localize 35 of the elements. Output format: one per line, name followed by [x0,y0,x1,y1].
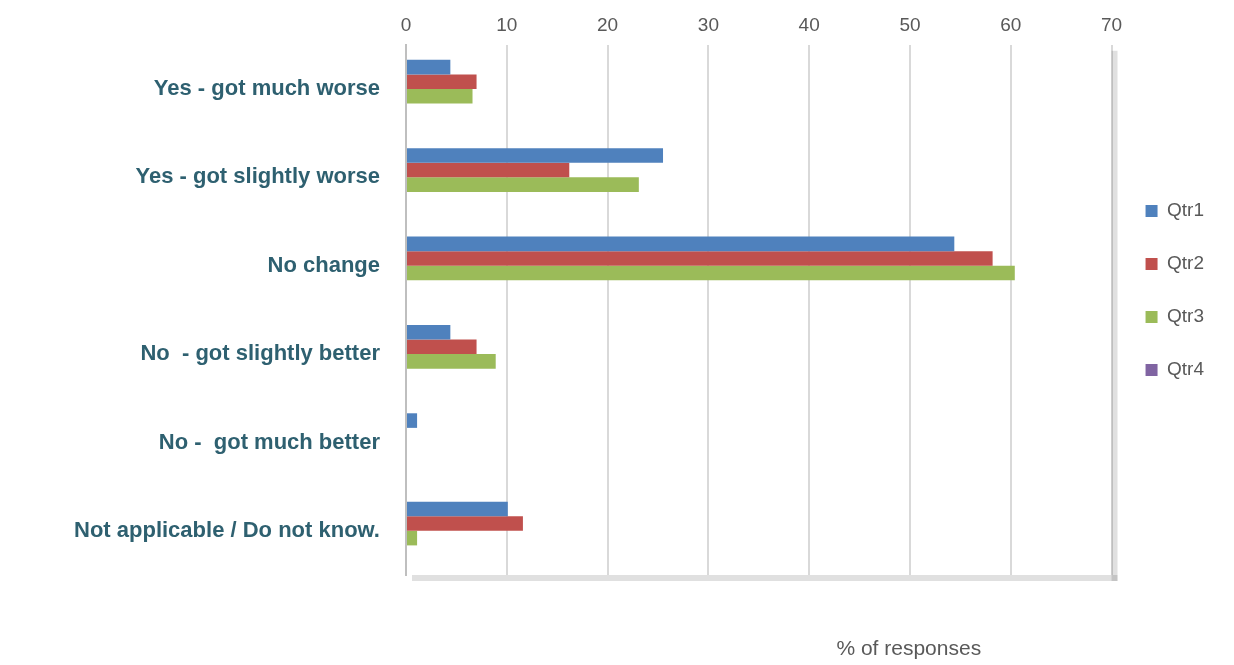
bar [407,148,664,163]
bar [407,251,993,266]
y-tick-label: No - got much better [158,428,381,454]
x-axis-title: % of responses [836,636,982,659]
bar [407,354,496,369]
x-tick-label: 20 [597,13,619,35]
bar [407,339,477,355]
legend-label: Qtr3 [1167,305,1204,327]
y-tick-label: Not applicable / Do not know. [74,516,380,542]
bar [407,324,451,340]
x-tick-label: 40 [798,13,820,35]
y-tick-label: Yes - got much worse [153,75,380,101]
x-tick-label: 0 [400,13,412,35]
legend-label: Qtr1 [1167,199,1204,221]
legend-label: Qtr2 [1167,252,1204,274]
bar [407,236,955,252]
x-tick-label: 30 [697,13,719,35]
bar [407,501,508,517]
x-tick-label: 60 [1000,13,1022,35]
x-tick-label: 10 [496,13,518,35]
bar [407,59,451,75]
legend-label: Qtr4 [1167,358,1205,380]
bar [407,74,477,89]
y-tick-label: No - got slightly better [140,340,381,366]
bar [407,413,418,428]
bar [407,88,473,104]
bar [407,177,639,192]
bar [407,162,570,178]
x-tick-label: 70 [1100,13,1123,35]
x-tick-label: 50 [899,13,921,35]
bar [407,530,418,546]
y-tick-label: No change [267,251,380,277]
bar [407,516,523,531]
bar [407,265,1015,281]
y-tick-label: Yes - got slightly worse [135,163,380,189]
